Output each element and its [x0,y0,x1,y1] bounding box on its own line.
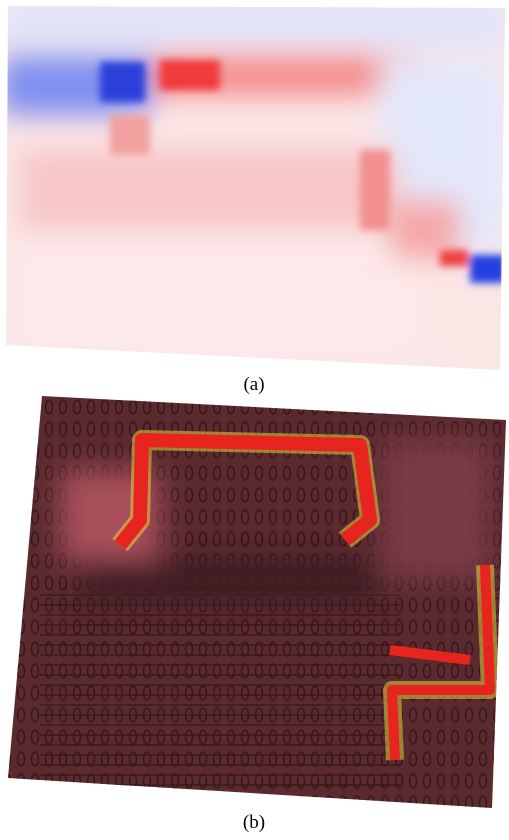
page: (a) (b) (() => { const data = JSON.parse… [0,0,509,840]
panel-a-caption: (a) [243,374,264,395]
figure: (a) (b) [0,0,509,840]
panel-b-image [0,390,509,810]
panel-a-image [0,0,509,372]
panel-b-caption: (b) [243,812,265,833]
